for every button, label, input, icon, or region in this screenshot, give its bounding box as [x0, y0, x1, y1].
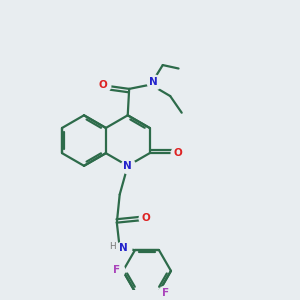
Text: H: H — [109, 242, 116, 251]
Text: O: O — [99, 80, 108, 90]
Text: O: O — [141, 213, 150, 223]
Text: N: N — [119, 243, 128, 253]
Text: N: N — [123, 161, 132, 171]
Text: F: F — [113, 265, 120, 275]
Text: H: H — [109, 242, 116, 251]
Text: N: N — [149, 77, 158, 87]
Text: F: F — [162, 288, 169, 298]
Text: O: O — [174, 148, 183, 158]
